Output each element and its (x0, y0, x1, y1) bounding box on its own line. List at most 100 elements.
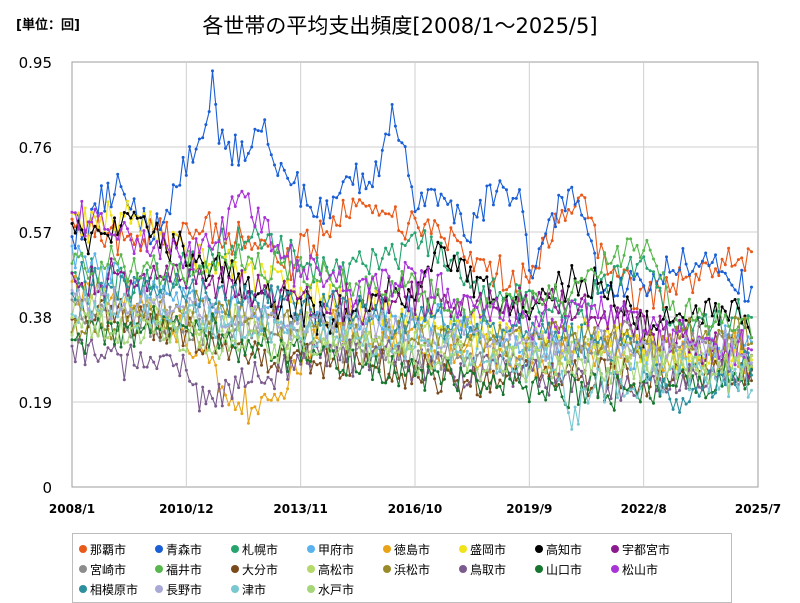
data-point (93, 207, 97, 211)
data-point (616, 326, 619, 330)
data-point (521, 210, 525, 214)
data-point (625, 343, 629, 347)
data-point (495, 189, 499, 193)
data-point (661, 271, 665, 275)
data-point (122, 238, 126, 242)
data-point (309, 313, 312, 317)
data-point (446, 325, 450, 328)
data-point (501, 299, 505, 303)
data-point (599, 278, 603, 281)
data-point (106, 262, 110, 266)
data-point (279, 261, 283, 265)
data-point (485, 297, 489, 301)
data-point (606, 322, 610, 326)
data-point (498, 384, 502, 388)
data-point (344, 314, 348, 318)
data-point (478, 291, 482, 295)
data-point (560, 208, 564, 212)
data-point (704, 350, 708, 354)
data-point (465, 295, 469, 298)
data-point (217, 329, 221, 333)
data-point (335, 258, 339, 262)
data-point (377, 213, 381, 217)
data-point (371, 338, 374, 341)
data-point (505, 322, 508, 326)
data-point (554, 305, 557, 309)
data-point (655, 363, 659, 367)
data-point (599, 316, 603, 320)
data-point (433, 349, 437, 353)
data-point (514, 328, 518, 332)
data-point (622, 339, 626, 343)
data-point (371, 354, 374, 358)
data-point (733, 383, 737, 387)
data-point (256, 206, 260, 210)
data-point (661, 327, 665, 331)
data-point (655, 358, 659, 362)
data-point (289, 320, 293, 324)
data-point (433, 296, 437, 300)
data-point (661, 362, 665, 366)
legend-item: 那覇市 (79, 539, 155, 559)
data-point (282, 260, 286, 264)
data-point (498, 254, 502, 258)
data-point (380, 148, 384, 152)
data-point (449, 305, 453, 309)
data-point (736, 306, 740, 310)
data-point (645, 353, 649, 357)
data-point (629, 362, 633, 366)
data-point (96, 283, 100, 287)
data-point (661, 377, 665, 381)
data-point (132, 322, 136, 326)
data-point (661, 317, 665, 321)
data-point (335, 287, 339, 291)
data-point (171, 263, 175, 267)
data-point (446, 334, 450, 338)
data-point (452, 339, 456, 343)
data-point (211, 355, 214, 359)
data-point (684, 330, 688, 334)
data-point (315, 363, 319, 367)
data-point (387, 311, 391, 315)
data-point (544, 232, 548, 236)
data-point (505, 301, 508, 305)
data-point (188, 296, 192, 300)
data-point (289, 314, 293, 318)
data-point (583, 400, 587, 404)
data-point (295, 336, 299, 339)
data-point (449, 269, 453, 273)
data-point (351, 182, 355, 186)
data-point (616, 339, 619, 343)
data-point (710, 324, 714, 328)
data-point (80, 228, 84, 232)
data-point (211, 397, 214, 400)
data-point (622, 300, 626, 304)
data-point (407, 221, 410, 225)
data-point (694, 386, 698, 390)
data-point (436, 303, 440, 306)
data-point (295, 322, 299, 326)
data-point (442, 306, 446, 310)
data-point (374, 272, 378, 276)
data-point (361, 331, 365, 335)
data-point (727, 395, 731, 399)
data-point (338, 305, 342, 308)
data-point (524, 233, 528, 237)
data-point (547, 336, 551, 340)
data-point (361, 201, 365, 205)
data-point (403, 373, 407, 377)
data-point (374, 339, 378, 343)
data-point (681, 342, 685, 346)
data-point (472, 269, 476, 273)
data-point (295, 171, 299, 174)
data-point (410, 307, 414, 311)
data-point (387, 212, 391, 216)
data-point (139, 292, 143, 296)
data-point (537, 348, 541, 352)
data-point (126, 353, 129, 357)
data-point (723, 329, 727, 333)
data-point (485, 353, 489, 357)
data-point (642, 349, 646, 353)
data-point (135, 303, 139, 307)
data-point (348, 338, 352, 342)
